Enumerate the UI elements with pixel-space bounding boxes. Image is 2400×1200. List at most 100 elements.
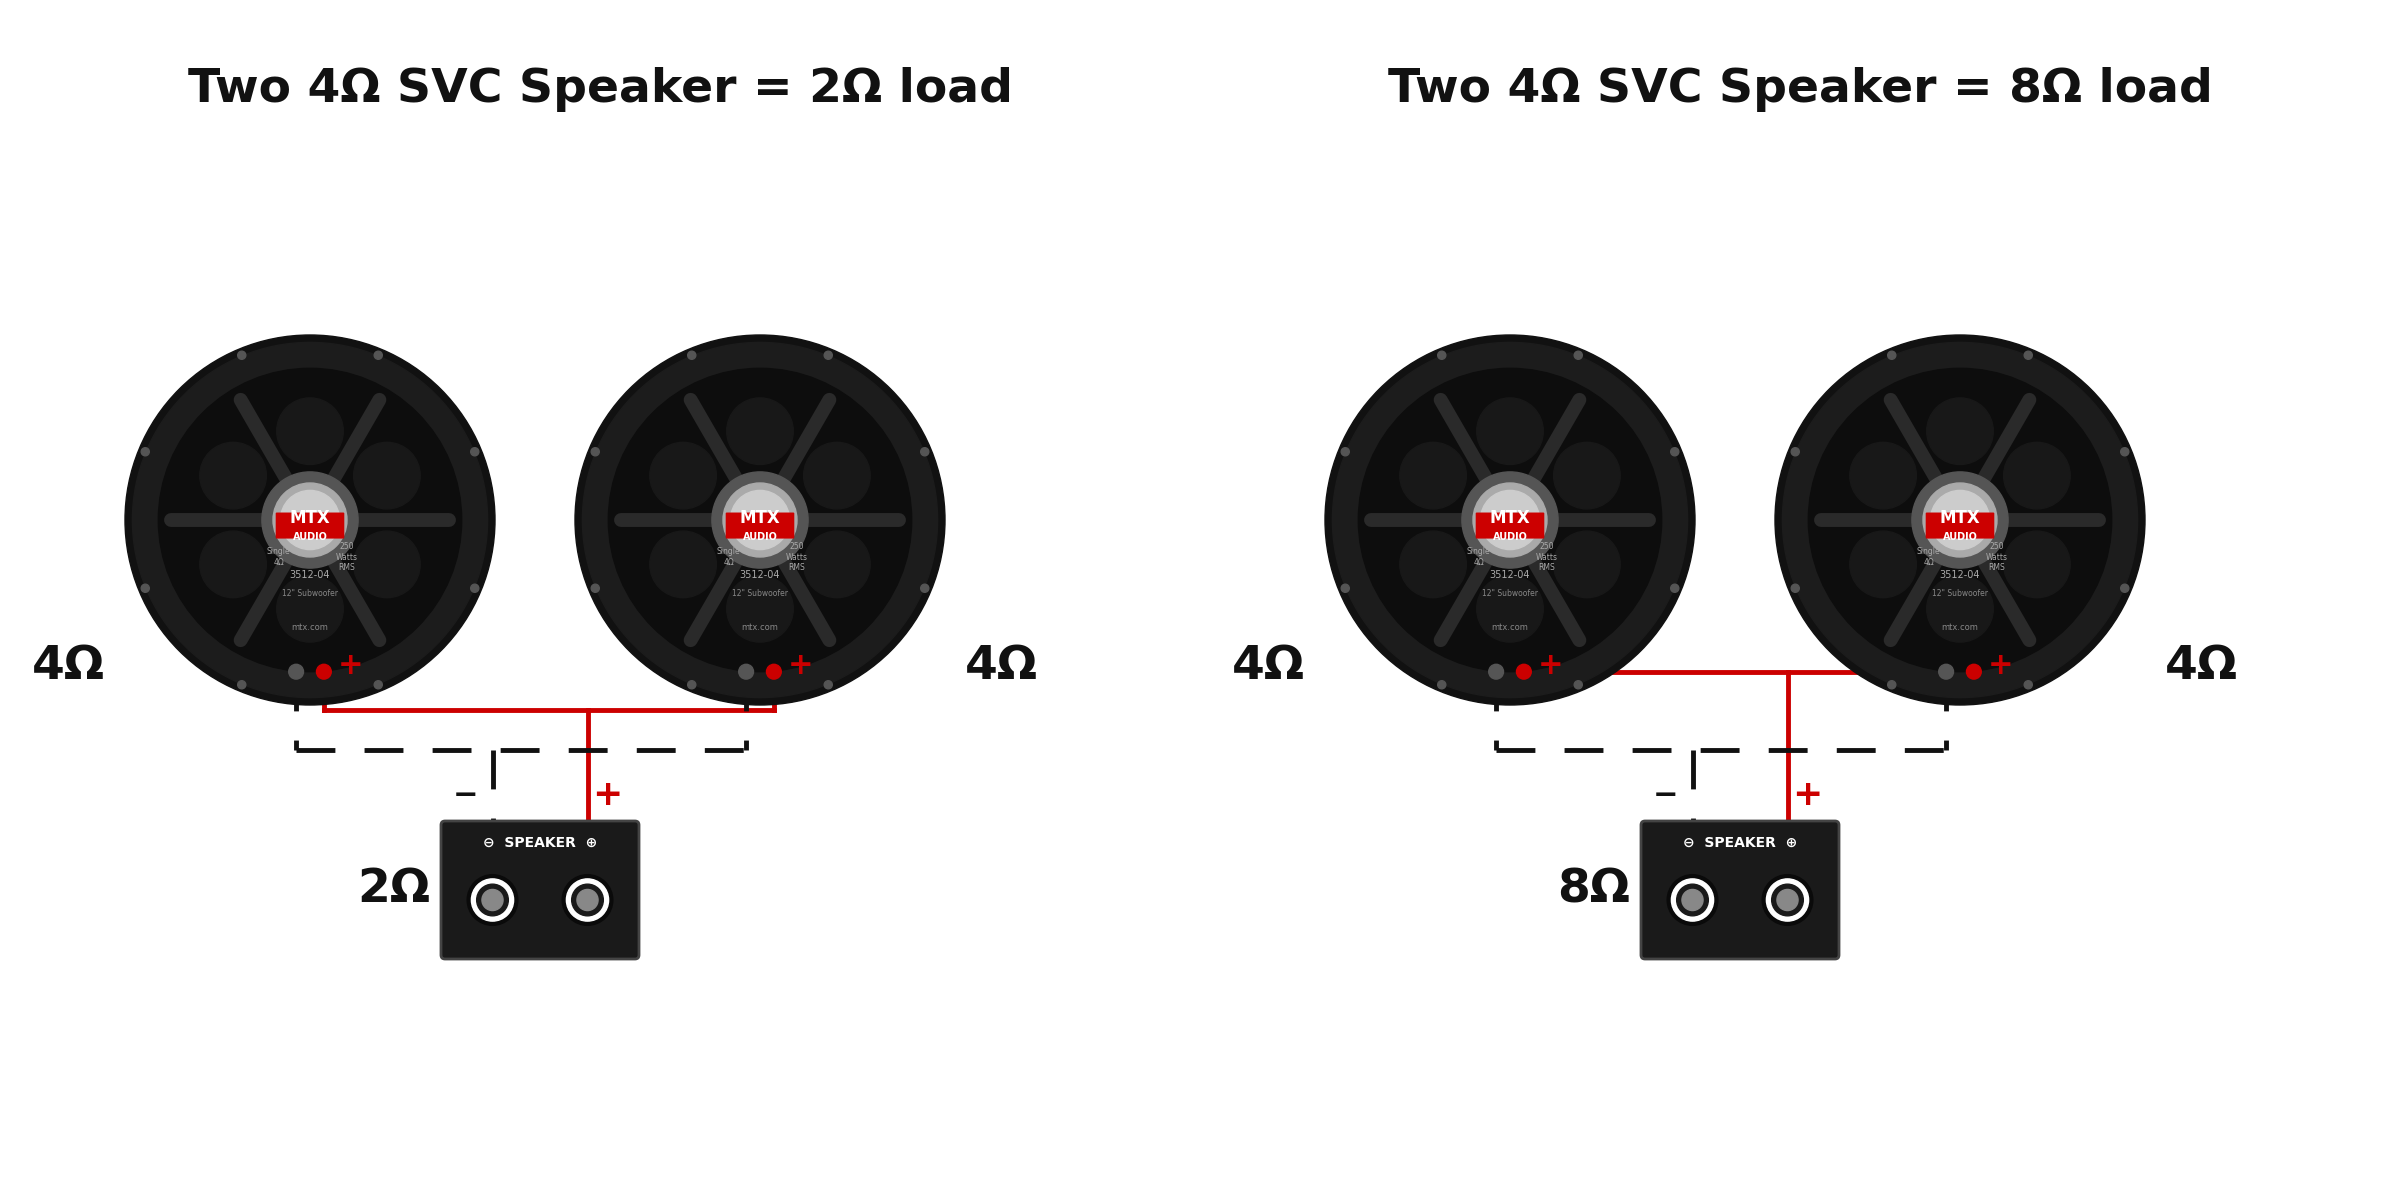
FancyBboxPatch shape bbox=[1925, 512, 1994, 539]
Circle shape bbox=[317, 665, 331, 679]
Text: 250
Watts
RMS: 250 Watts RMS bbox=[336, 542, 358, 572]
FancyBboxPatch shape bbox=[276, 512, 343, 539]
Circle shape bbox=[1889, 680, 1896, 689]
Text: AUDIO: AUDIO bbox=[1493, 532, 1526, 541]
Text: +: + bbox=[1793, 778, 1824, 812]
Circle shape bbox=[1762, 875, 1812, 925]
Circle shape bbox=[590, 584, 600, 593]
Circle shape bbox=[804, 532, 871, 598]
Circle shape bbox=[823, 352, 833, 359]
Circle shape bbox=[1342, 448, 1349, 456]
Circle shape bbox=[1790, 584, 1800, 593]
Circle shape bbox=[1488, 665, 1502, 679]
Text: 8Ω: 8Ω bbox=[1558, 868, 1630, 912]
Circle shape bbox=[713, 472, 809, 568]
Text: MTX: MTX bbox=[739, 509, 780, 527]
Text: +: + bbox=[593, 778, 624, 812]
Circle shape bbox=[1850, 443, 1915, 509]
Circle shape bbox=[727, 398, 794, 464]
Circle shape bbox=[1927, 576, 1994, 642]
Circle shape bbox=[722, 482, 797, 557]
Text: mtx.com: mtx.com bbox=[742, 623, 778, 631]
Circle shape bbox=[2004, 443, 2071, 509]
Text: 250
Watts
RMS: 250 Watts RMS bbox=[1536, 542, 1558, 572]
Circle shape bbox=[1927, 398, 1994, 464]
Circle shape bbox=[2023, 352, 2033, 359]
Text: 4Ω: 4Ω bbox=[965, 644, 1039, 689]
Text: AUDIO: AUDIO bbox=[1942, 532, 1978, 541]
Circle shape bbox=[1776, 889, 1798, 911]
Text: MTX: MTX bbox=[1939, 509, 1980, 527]
Circle shape bbox=[1670, 584, 1680, 593]
Text: 4Ω: 4Ω bbox=[1231, 644, 1306, 689]
Text: MTX: MTX bbox=[1490, 509, 1531, 527]
Circle shape bbox=[1481, 491, 1541, 550]
Circle shape bbox=[730, 491, 790, 550]
Circle shape bbox=[1930, 491, 1990, 550]
Text: 2Ω: 2Ω bbox=[358, 868, 430, 912]
Circle shape bbox=[199, 443, 266, 509]
Circle shape bbox=[281, 491, 341, 550]
Text: −: − bbox=[1654, 780, 1678, 810]
Circle shape bbox=[583, 342, 938, 697]
Circle shape bbox=[1966, 665, 1982, 679]
Circle shape bbox=[353, 532, 420, 598]
Text: 250
Watts
RMS: 250 Watts RMS bbox=[1987, 542, 2009, 572]
Circle shape bbox=[478, 884, 509, 916]
Circle shape bbox=[288, 665, 302, 679]
Circle shape bbox=[374, 680, 382, 689]
Circle shape bbox=[353, 443, 420, 509]
Circle shape bbox=[1913, 472, 2009, 568]
Circle shape bbox=[1776, 335, 2146, 704]
Circle shape bbox=[922, 448, 929, 456]
Text: 3512-04: 3512-04 bbox=[290, 570, 331, 581]
Text: Two 4Ω SVC Speaker = 8Ω load: Two 4Ω SVC Speaker = 8Ω load bbox=[1387, 67, 2213, 113]
Text: AUDIO: AUDIO bbox=[742, 532, 778, 541]
Text: ⊖  SPEAKER  ⊕: ⊖ SPEAKER ⊕ bbox=[1682, 836, 1798, 850]
Circle shape bbox=[1399, 532, 1466, 598]
Circle shape bbox=[276, 576, 343, 642]
Circle shape bbox=[689, 352, 696, 359]
Text: 12" Subwoofer: 12" Subwoofer bbox=[1483, 589, 1538, 599]
Circle shape bbox=[607, 368, 912, 672]
Text: 3512-04: 3512-04 bbox=[1490, 570, 1531, 581]
Circle shape bbox=[1476, 576, 1543, 642]
Circle shape bbox=[922, 584, 929, 593]
Text: MTX: MTX bbox=[290, 509, 331, 527]
Circle shape bbox=[2122, 584, 2129, 593]
Circle shape bbox=[274, 482, 348, 557]
Circle shape bbox=[1438, 680, 1445, 689]
Circle shape bbox=[562, 875, 612, 925]
Circle shape bbox=[1342, 584, 1349, 593]
Text: mtx.com: mtx.com bbox=[290, 623, 329, 631]
Circle shape bbox=[2004, 532, 2071, 598]
Circle shape bbox=[590, 448, 600, 456]
Text: 250
Watts
RMS: 250 Watts RMS bbox=[787, 542, 809, 572]
Text: mtx.com: mtx.com bbox=[1490, 623, 1529, 631]
Circle shape bbox=[576, 889, 598, 911]
Circle shape bbox=[1574, 680, 1582, 689]
Circle shape bbox=[1783, 342, 2138, 697]
Circle shape bbox=[804, 443, 871, 509]
Text: AUDIO: AUDIO bbox=[293, 532, 326, 541]
Circle shape bbox=[1682, 889, 1704, 911]
FancyBboxPatch shape bbox=[442, 821, 638, 959]
Circle shape bbox=[470, 448, 480, 456]
Circle shape bbox=[689, 680, 696, 689]
Circle shape bbox=[1807, 368, 2112, 672]
Text: Single
4Ω: Single 4Ω bbox=[1466, 547, 1490, 566]
Circle shape bbox=[1476, 398, 1543, 464]
Circle shape bbox=[1517, 665, 1531, 679]
Circle shape bbox=[238, 680, 245, 689]
Circle shape bbox=[262, 472, 358, 568]
Text: −: − bbox=[454, 780, 478, 810]
Text: 12" Subwoofer: 12" Subwoofer bbox=[732, 589, 787, 599]
Circle shape bbox=[468, 875, 518, 925]
Circle shape bbox=[125, 335, 494, 704]
Circle shape bbox=[199, 532, 266, 598]
Circle shape bbox=[650, 532, 715, 598]
Text: Two 4Ω SVC Speaker = 2Ω load: Two 4Ω SVC Speaker = 2Ω load bbox=[187, 67, 1013, 113]
Text: Single
4Ω: Single 4Ω bbox=[1918, 547, 1939, 566]
Circle shape bbox=[1939, 665, 1954, 679]
Text: 4Ω: 4Ω bbox=[2165, 644, 2239, 689]
